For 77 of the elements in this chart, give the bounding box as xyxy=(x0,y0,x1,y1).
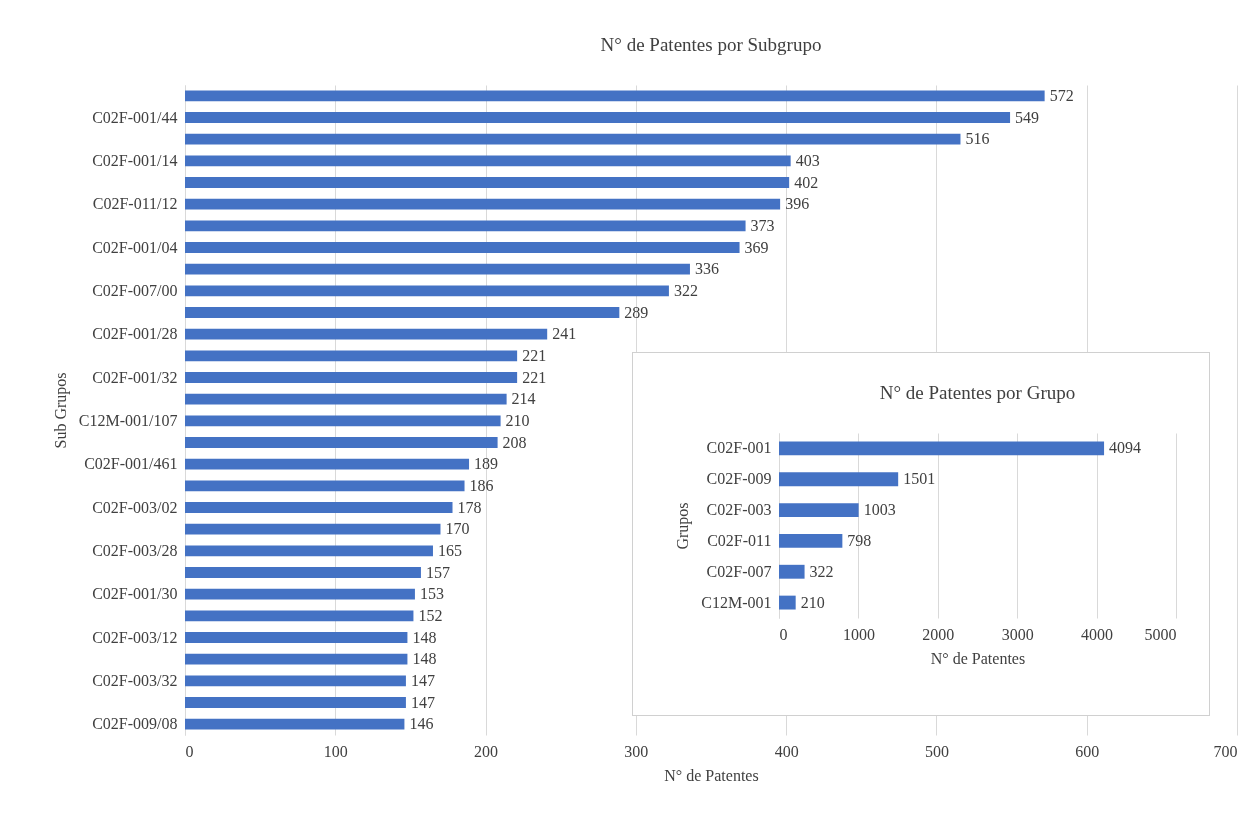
x-tick-label: 2000 xyxy=(922,625,955,643)
data-label: 221 xyxy=(522,346,547,364)
chart-title: N° de Patentes por Grupo xyxy=(879,382,1076,403)
x-tick-label: 3000 xyxy=(1001,625,1034,643)
y-tick-label: C02F-003/28 xyxy=(92,541,178,559)
y-axis-title: Grupos xyxy=(674,502,693,550)
x-tick-label: 400 xyxy=(774,742,799,760)
x-axis-title: N° de Patentes xyxy=(664,766,759,784)
data-label: 373 xyxy=(750,216,775,234)
data-label: 178 xyxy=(457,498,482,516)
x-tick-label: 600 xyxy=(1075,742,1100,760)
data-label: 186 xyxy=(469,476,494,494)
data-label: 210 xyxy=(800,593,825,611)
x-tick-label: 4000 xyxy=(1081,625,1114,643)
data-label: 1003 xyxy=(863,501,896,519)
x-tick-label: 200 xyxy=(474,742,499,760)
y-tick-label: C12M-001 xyxy=(701,593,772,611)
data-label: 157 xyxy=(425,563,450,581)
data-label: 221 xyxy=(522,368,547,386)
data-label: 214 xyxy=(511,390,536,408)
x-tick-label: 300 xyxy=(624,742,649,760)
data-label: 516 xyxy=(965,130,990,148)
y-tick-label: C02F-001/32 xyxy=(92,368,178,386)
y-tick-label: C02F-001/44 xyxy=(92,108,178,126)
data-label: 241 xyxy=(552,325,577,343)
x-tick-label: 5000 xyxy=(1144,625,1177,643)
data-label: 369 xyxy=(744,238,769,256)
data-label: 165 xyxy=(437,541,462,559)
data-label: 798 xyxy=(847,531,872,549)
y-tick-label: C02F-001/28 xyxy=(92,325,178,343)
data-label: 289 xyxy=(624,303,649,321)
y-axis-title: Sub Grupos xyxy=(51,372,70,449)
data-label: 147 xyxy=(410,671,435,689)
data-label: 210 xyxy=(505,411,530,429)
data-label: 147 xyxy=(410,693,435,711)
y-tick-label: C12M-001/107 xyxy=(78,411,178,429)
y-tick-label: C02F-001/14 xyxy=(92,151,178,169)
data-label: 189 xyxy=(474,455,499,473)
y-tick-label: C02F-003 xyxy=(706,501,772,519)
x-tick-label: 0 xyxy=(779,625,788,643)
data-label: 4094 xyxy=(1109,439,1142,457)
data-label: 322 xyxy=(809,562,834,580)
data-label: 402 xyxy=(794,173,819,191)
data-label: 153 xyxy=(419,585,444,603)
x-axis-title: N° de Patentes xyxy=(930,649,1026,667)
data-label: 1501 xyxy=(903,470,936,488)
y-tick-label: C02F-001 xyxy=(706,439,772,457)
y-tick-label: C02F-001/30 xyxy=(92,585,178,603)
x-tick-label: 0 xyxy=(185,742,194,760)
data-label: 396 xyxy=(785,195,810,213)
y-tick-label: C02F-007 xyxy=(706,562,772,580)
data-label: 572 xyxy=(1049,86,1074,104)
data-label: 403 xyxy=(795,151,820,169)
y-tick-label: C02F-011 xyxy=(707,531,772,549)
y-tick-label: C02F-011/12 xyxy=(92,195,178,213)
y-tick-label: C02F-003/12 xyxy=(92,628,178,646)
y-tick-label: C02F-007/00 xyxy=(92,281,178,299)
y-tick-label: C02F-001/04 xyxy=(92,238,178,256)
data-label: 170 xyxy=(445,520,470,538)
x-tick-label: 500 xyxy=(924,742,949,760)
chart-title: N° de Patentes por Subgrupo xyxy=(600,34,822,55)
data-label: 336 xyxy=(694,260,719,278)
data-label: 208 xyxy=(502,433,527,451)
x-tick-label: 100 xyxy=(323,742,348,760)
data-label: 148 xyxy=(412,628,437,646)
y-tick-label: C02F-003/32 xyxy=(92,671,178,689)
data-label: 146 xyxy=(409,715,434,733)
x-tick-label: 1000 xyxy=(842,625,875,643)
y-tick-label: C02F-001/461 xyxy=(84,455,178,473)
y-tick-label: C02F-003/02 xyxy=(92,498,178,516)
x-tick-label: 700 xyxy=(1213,742,1238,760)
y-tick-label: C02F-009/08 xyxy=(92,715,178,733)
data-label: 148 xyxy=(412,650,437,668)
data-label: 322 xyxy=(673,281,698,299)
data-label: 152 xyxy=(418,606,443,624)
y-tick-label: C02F-009 xyxy=(706,470,772,488)
data-label: 549 xyxy=(1015,108,1040,126)
